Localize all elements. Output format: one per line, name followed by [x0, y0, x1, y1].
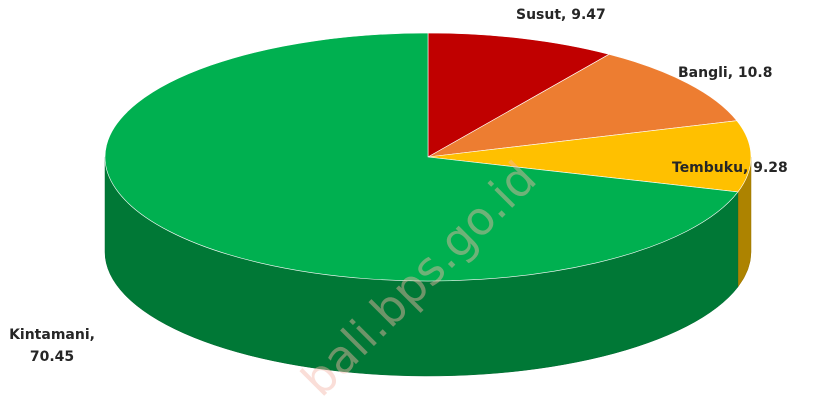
slice — [427, 53, 738, 158]
data-label: Susut, 9.47 — [516, 7, 606, 23]
slice — [427, 32, 610, 158]
data-label: Tembuku, 9.28 — [672, 160, 788, 176]
slice — [427, 120, 752, 193]
data-label: Kintamani, 70.45 — [9, 327, 95, 365]
data-label: Bangli, 10.8 — [678, 65, 773, 81]
slice — [104, 32, 739, 282]
